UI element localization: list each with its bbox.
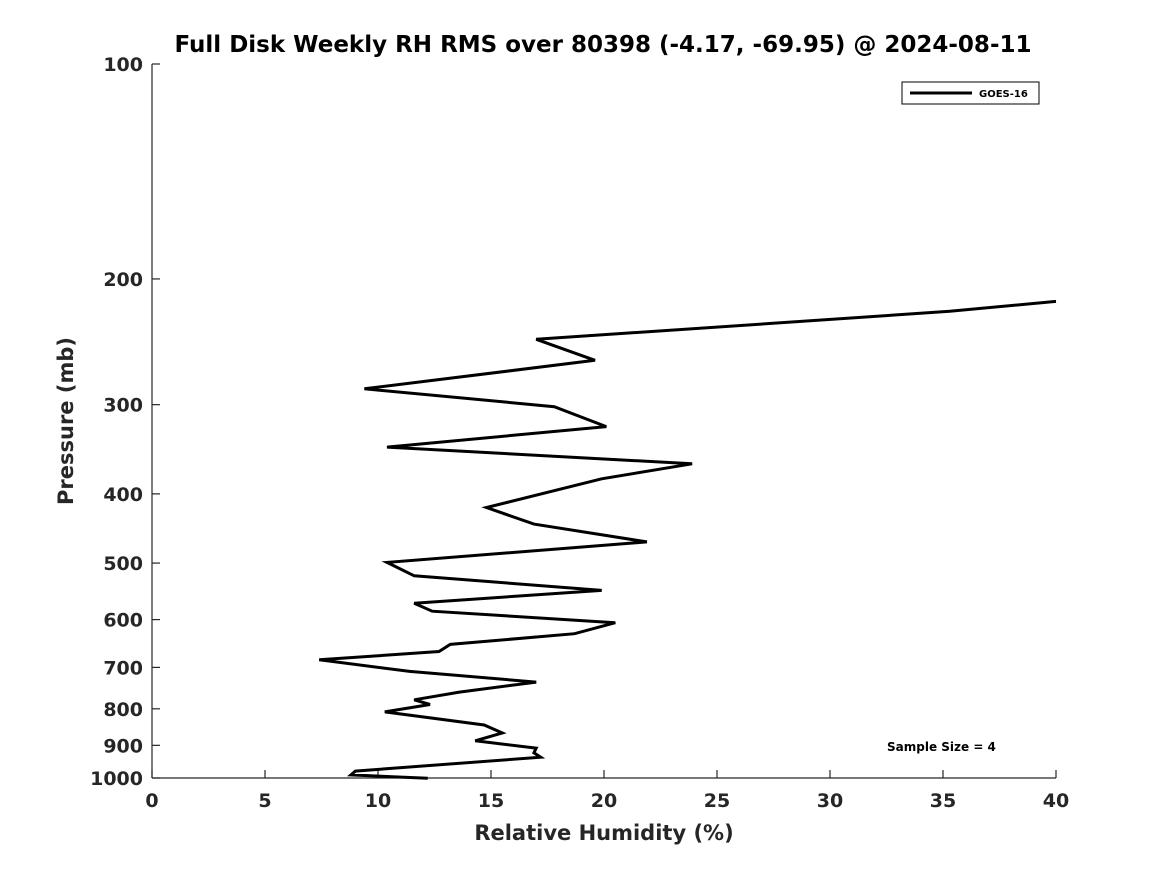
y-tick-label: 600 [103,610,143,632]
y-tick-label: 200 [103,269,143,291]
y-tick-label: 700 [103,657,143,679]
y-tick-label: 300 [103,395,143,417]
plot-area [152,64,1056,778]
legend-label-goes-16: GOES-16 [979,89,1028,100]
sample-size-annotation: Sample Size = 4 [887,740,996,754]
x-axis-ticks: 0 5 10 15 20 25 30 35 40 [145,770,1069,812]
x-tick-label: 40 [1043,790,1069,812]
x-tick-label: 10 [365,790,391,812]
y-tick-label: 100 [103,54,143,76]
legend: GOES-16 [901,81,1040,105]
x-tick-label: 5 [258,790,271,812]
x-tick-label: 15 [478,790,504,812]
y-tick-label: 1000 [90,768,143,790]
y-tick-label: 500 [103,553,143,575]
x-tick-label: 20 [591,790,617,812]
y-axis-label: Pressure (mb) [54,337,78,505]
y-tick-label: 800 [103,699,143,721]
chart-title: Full Disk Weekly RH RMS over 80398 (-4.1… [174,32,1031,58]
x-tick-label: 35 [930,790,956,812]
x-axis-label: Relative Humidity (%) [474,821,733,845]
x-tick-label: 25 [704,790,730,812]
x-tick-label: 0 [145,790,158,812]
y-axis-ticks: 100 200 300 400 500 600 700 800 900 1000 [90,54,160,790]
y-tick-label: 400 [103,484,143,506]
series-layer [319,299,1057,780]
y-tick-label: 900 [103,735,143,757]
x-tick-label: 30 [817,790,843,812]
series-line-goes-16 [319,299,1057,780]
